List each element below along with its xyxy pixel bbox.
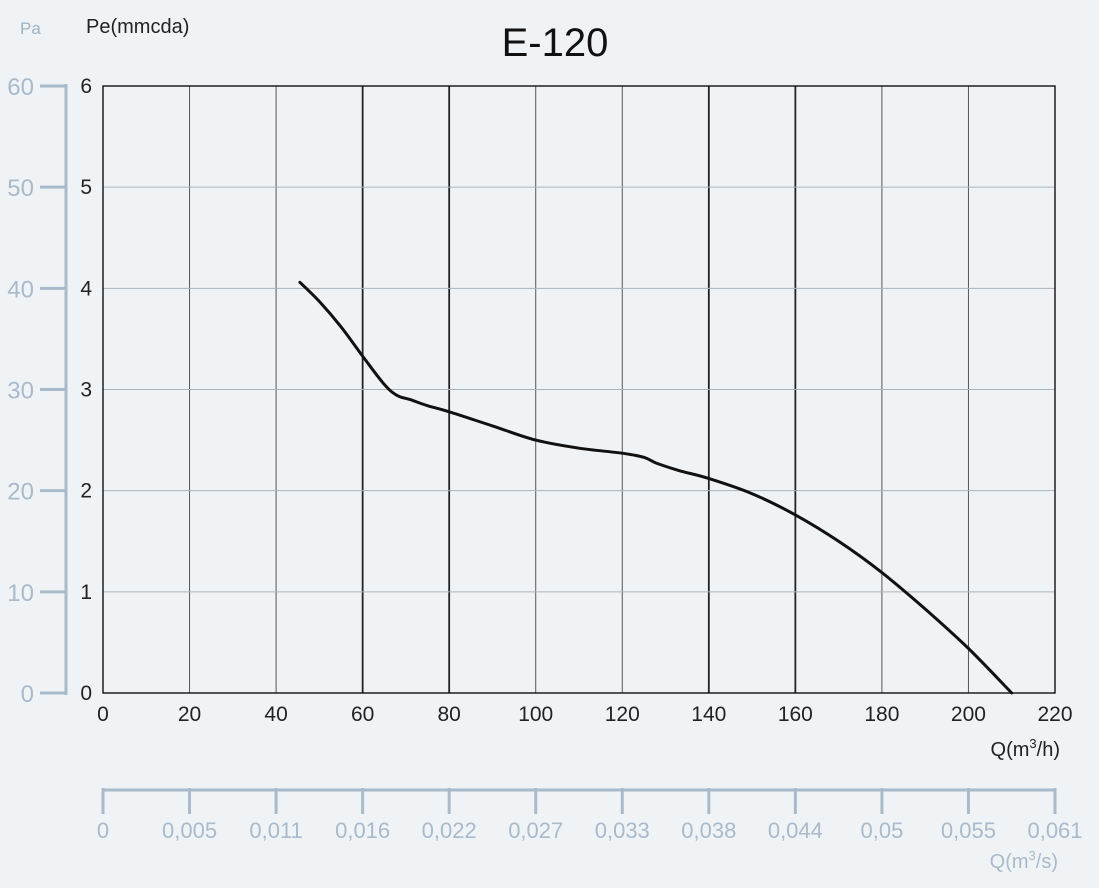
x-m3s-tick-label: 0,027 [508, 818, 563, 843]
y-tick-label: 2 [80, 480, 92, 503]
y-pa-tick-label: 20 [7, 479, 34, 506]
x-m3s-tick-label: 0,005 [162, 818, 217, 843]
chart-title: E-120 [502, 21, 609, 65]
y-pa-tick-label: 10 [7, 580, 34, 607]
y-tick-label: 3 [80, 379, 92, 402]
x-m3s-tick-labels: 0 0,005 0,011 0,016 0,022 0,027 0,033 0,038 0,04… [97, 818, 1083, 843]
x-m3s-tick-label: 0,05 [860, 818, 903, 843]
x-m3s-tick-label: 0,044 [768, 818, 823, 843]
y-tick-label: 0 [80, 682, 92, 705]
x-m3s-tick-label: 0,022 [422, 818, 477, 843]
x-tick-label: 20 [178, 703, 201, 726]
x-tick-label: 80 [438, 703, 461, 726]
x-m3s-tick-label: 0,061 [1027, 818, 1082, 843]
x-tick-label: 60 [351, 703, 374, 726]
x-m3s-tick-label: 0,038 [681, 818, 736, 843]
x-axis-label: Q(m3/h) [991, 736, 1060, 761]
y-pa-tick-label: 0 [21, 681, 34, 708]
x-tick-label: 160 [778, 703, 813, 726]
x-tick-label: 120 [605, 703, 640, 726]
y-pa-tick-labels: 0 10 20 30 40 50 60 [7, 74, 34, 708]
x-tick-label: 100 [518, 703, 553, 726]
x-tick-label: 200 [951, 703, 986, 726]
x-tick-label: 0 [97, 703, 109, 726]
x-tick-label: 140 [691, 703, 726, 726]
pressure-curve [298, 280, 1014, 695]
y-axis-label: Pe(mmcda) [86, 16, 189, 38]
y-tick-label: 6 [80, 75, 92, 98]
x-tick-label: 40 [264, 703, 287, 726]
y-pa-tick-label: 50 [7, 175, 34, 202]
m3s-axis [101, 788, 1057, 814]
y-pa-tick-label: 30 [7, 378, 34, 405]
x-tick-label: 220 [1037, 703, 1072, 726]
y-axis-pa-label: Pa [20, 19, 41, 38]
x-m3s-tick-label: 0,011 [249, 818, 302, 843]
x-m3s-tick-label: 0,055 [941, 818, 996, 843]
x-m3s-tick-label: 0,016 [335, 818, 390, 843]
y-tick-labels: 0 1 2 3 4 5 6 [80, 75, 92, 705]
x-m3s-tick-label: 0,033 [595, 818, 650, 843]
y-pa-tick-label: 60 [7, 74, 34, 101]
x-tick-labels: 0 20 40 60 80 100 120 140 160 180 200 220 [97, 703, 1072, 726]
pa-axis [40, 84, 68, 695]
y-tick-label: 4 [80, 277, 92, 300]
y-pa-tick-label: 40 [7, 276, 34, 303]
x-secondary-axis-label: Q(m3/s) [990, 848, 1058, 873]
x-m3s-tick-label: 0 [97, 818, 109, 843]
plot-frame [102, 85, 1056, 694]
horizontal-gridlines [103, 186, 1055, 593]
y-tick-label: 5 [80, 176, 92, 199]
x-tick-label: 180 [864, 703, 899, 726]
y-tick-label: 1 [80, 581, 92, 604]
